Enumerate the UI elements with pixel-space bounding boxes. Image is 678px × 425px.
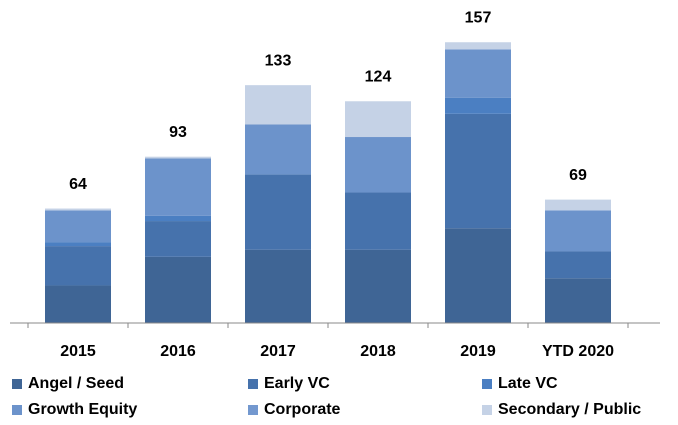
bar-segment bbox=[545, 251, 611, 279]
legend-swatch bbox=[482, 405, 492, 415]
legend-swatch bbox=[12, 379, 22, 389]
bar-segment bbox=[45, 242, 111, 247]
bar-segment bbox=[45, 246, 111, 286]
bar-segment bbox=[345, 101, 411, 138]
bar-segment bbox=[445, 97, 511, 114]
bar-segment bbox=[145, 158, 211, 216]
legend-label: Late VC bbox=[498, 375, 558, 392]
legend-swatch bbox=[12, 405, 22, 415]
legend-swatch bbox=[482, 379, 492, 389]
legend-label: Early VC bbox=[264, 375, 330, 392]
bar-segment bbox=[445, 228, 511, 323]
bar-segment bbox=[345, 249, 411, 323]
bar-segment bbox=[545, 199, 611, 211]
x-tick-label: 2016 bbox=[160, 343, 196, 360]
bar-segment bbox=[345, 192, 411, 250]
legend-label: Corporate bbox=[264, 401, 341, 418]
bar-segment bbox=[45, 210, 111, 243]
bar-segment bbox=[245, 85, 311, 125]
x-tick-label: 2015 bbox=[60, 343, 96, 360]
legend-label: Growth Equity bbox=[28, 401, 137, 418]
total-label: 157 bbox=[465, 9, 492, 26]
total-label: 64 bbox=[69, 176, 87, 193]
legend-swatch bbox=[248, 379, 258, 389]
total-label: 69 bbox=[569, 167, 587, 184]
total-label: 93 bbox=[169, 124, 187, 141]
bar-segment bbox=[545, 278, 611, 323]
bar-segment bbox=[145, 221, 211, 257]
total-label: 124 bbox=[365, 68, 392, 85]
bar-segment bbox=[245, 174, 311, 250]
bar-segment bbox=[445, 49, 511, 98]
total-label: 133 bbox=[265, 52, 292, 69]
x-tick-label: 2017 bbox=[260, 343, 296, 360]
bar-segment bbox=[445, 42, 511, 50]
bar-segment bbox=[45, 208, 111, 211]
bar-segment bbox=[145, 156, 211, 159]
bar-segment bbox=[45, 285, 111, 323]
legend-label: Angel / Seed bbox=[28, 375, 124, 392]
bar-segment bbox=[145, 215, 211, 222]
bar-segment bbox=[445, 113, 511, 229]
bar-segment bbox=[345, 137, 411, 193]
bar-segment bbox=[145, 256, 211, 323]
x-tick-label: YTD 2020 bbox=[542, 343, 614, 360]
x-tick-label: 2018 bbox=[360, 343, 396, 360]
bar-segment bbox=[245, 249, 311, 323]
bar-segment bbox=[545, 210, 611, 252]
x-tick-label: 2019 bbox=[460, 343, 496, 360]
bar-segment bbox=[245, 124, 311, 175]
legend-swatch bbox=[248, 405, 258, 415]
legend-label: Secondary / Public bbox=[498, 401, 641, 418]
